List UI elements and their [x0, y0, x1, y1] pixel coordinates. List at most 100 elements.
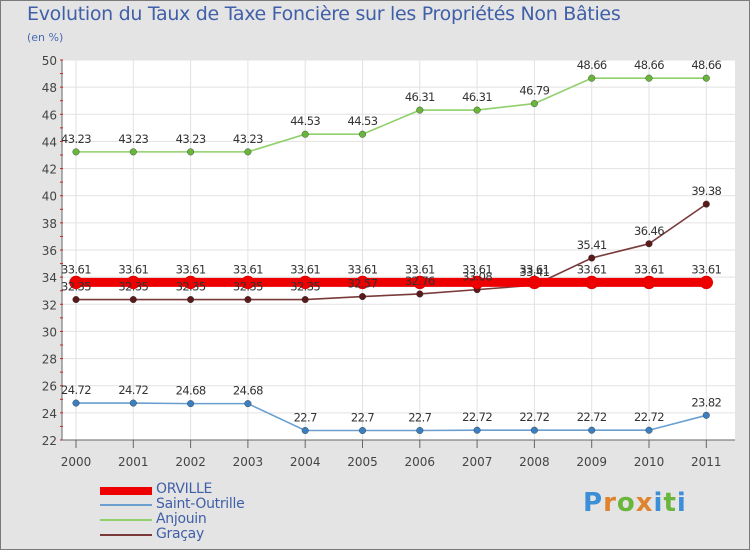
data-label: 48.66 — [691, 58, 721, 72]
data-point — [588, 74, 596, 82]
data-label: 22.72 — [519, 410, 549, 424]
chart-subtitle: (en %) — [27, 31, 64, 44]
data-label: 33.61 — [176, 262, 206, 276]
data-point — [183, 275, 198, 290]
data-point — [642, 275, 656, 290]
data-label: 24.68 — [233, 384, 263, 398]
chart-title: Evolution du Taux de Taxe Foncière sur l… — [27, 3, 621, 25]
data-point — [244, 148, 252, 156]
data-point — [473, 106, 481, 114]
y-tick-label: 44 — [42, 135, 57, 149]
brand-letter: o — [616, 488, 636, 518]
legend-swatch-orville — [100, 487, 152, 495]
data-label: 24.72 — [118, 383, 148, 397]
data-point — [72, 148, 80, 156]
data-label: 44.53 — [348, 114, 378, 128]
data-point — [187, 296, 195, 304]
data-label: 22.72 — [634, 410, 664, 424]
data-label: 33.61 — [519, 262, 549, 276]
data-point — [588, 426, 596, 434]
data-point — [69, 275, 83, 290]
y-tick-label: 48 — [42, 81, 57, 95]
legend-label-anjouin: Anjouin — [156, 511, 207, 527]
y-tick-label: 30 — [42, 325, 57, 339]
data-label: 32.57 — [348, 277, 378, 291]
y-tick-label: 28 — [42, 353, 57, 367]
brand-logo: Proxiti — [583, 488, 687, 518]
data-label: 39.38 — [691, 184, 721, 198]
data-point — [359, 427, 367, 435]
data-point — [699, 275, 714, 290]
data-point — [416, 427, 424, 435]
data-point — [126, 275, 141, 290]
data-point — [645, 240, 653, 248]
y-tick-label: 40 — [42, 190, 57, 204]
data-label: 22.7 — [294, 411, 317, 425]
data-label: 33.08 — [462, 270, 492, 284]
brand-letter: i — [653, 488, 664, 518]
brand-letter: t — [663, 488, 677, 518]
data-label: 32.35 — [233, 280, 263, 294]
data-label: 48.66 — [634, 58, 664, 72]
data-label: 32.35 — [290, 280, 320, 294]
brand-letter: i — [676, 488, 687, 518]
data-label: 48.66 — [577, 58, 607, 72]
data-label: 46.79 — [519, 84, 549, 98]
data-point — [527, 275, 542, 290]
data-label: 43.23 — [176, 132, 206, 146]
x-tick-label: 2005 — [347, 455, 378, 469]
data-label: 33.61 — [462, 262, 492, 276]
data-label: 33.61 — [118, 262, 148, 276]
y-tick-label: 38 — [42, 217, 57, 231]
data-point — [244, 400, 252, 408]
data-point — [298, 275, 312, 290]
data-point — [416, 290, 424, 298]
legend-label-gracay: Graçay — [156, 526, 204, 542]
data-point — [530, 100, 538, 108]
brand-letter: r — [603, 488, 617, 518]
data-label: 33.61 — [691, 262, 721, 276]
data-label: 22.72 — [462, 410, 492, 424]
data-point — [530, 426, 538, 434]
y-tick-label: 32 — [42, 298, 57, 312]
data-point — [645, 426, 653, 434]
data-label: 32.35 — [176, 280, 206, 294]
data-label: 32.35 — [118, 280, 148, 294]
y-tick-label: 26 — [42, 380, 57, 394]
data-point — [301, 296, 309, 304]
data-point — [645, 74, 653, 82]
data-point — [584, 275, 599, 290]
legend-swatch-gracay — [100, 534, 152, 536]
data-label: 33.41 — [519, 265, 549, 279]
series-line-gra-ay — [76, 203, 707, 301]
data-point — [301, 427, 309, 435]
data-point — [359, 293, 367, 301]
data-label: 22.7 — [351, 411, 374, 425]
data-point — [473, 426, 481, 434]
data-point — [187, 148, 195, 156]
x-tick-label: 2011 — [691, 455, 722, 469]
data-point — [702, 200, 710, 208]
data-point — [416, 106, 424, 114]
data-point — [470, 275, 484, 290]
x-tick-label: 2002 — [175, 455, 206, 469]
y-tick-label: 46 — [42, 108, 57, 122]
data-label: 32.35 — [61, 280, 91, 294]
data-label: 43.23 — [233, 132, 263, 146]
data-point — [244, 296, 252, 304]
brand-letter: x — [635, 488, 654, 518]
data-label: 35.41 — [577, 238, 607, 252]
data-point — [588, 254, 596, 262]
data-point — [129, 296, 137, 304]
x-tick-label: 2007 — [462, 455, 493, 469]
x-tick-label: 2001 — [118, 455, 149, 469]
data-label: 33.61 — [634, 262, 664, 276]
data-label: 24.68 — [176, 384, 206, 398]
y-tick-label: 24 — [42, 407, 57, 421]
x-tick-label: 2006 — [405, 455, 436, 469]
data-label: 36.46 — [634, 224, 664, 238]
data-point — [129, 148, 137, 156]
data-point — [702, 411, 710, 419]
data-label: 43.23 — [61, 132, 91, 146]
